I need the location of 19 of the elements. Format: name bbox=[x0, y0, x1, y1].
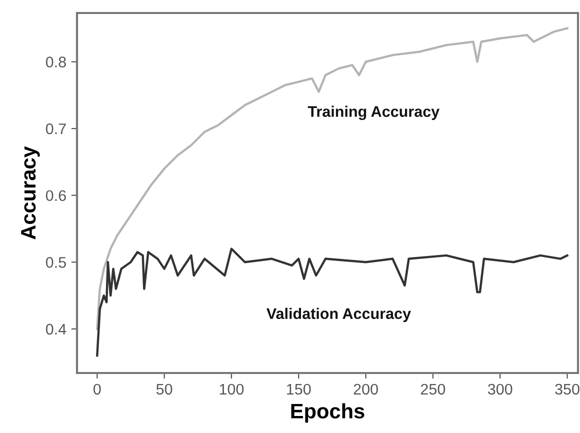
series-label: Validation Accuracy bbox=[266, 308, 411, 322]
y-axis-title: Accuracy bbox=[21, 146, 40, 240]
y-tick-label: 0.5 bbox=[46, 256, 66, 268]
x-tick-label: 350 bbox=[555, 384, 580, 395]
y-tick-label: 0.6 bbox=[46, 190, 66, 202]
x-tick-label: 150 bbox=[287, 384, 311, 395]
y-tick-label: 0.4 bbox=[46, 324, 66, 335]
x-tick-label: 250 bbox=[420, 384, 446, 395]
y-tick-label: 0.8 bbox=[46, 56, 66, 68]
x-tick-label: 0 bbox=[93, 384, 101, 395]
x-tick-label: 50 bbox=[156, 384, 172, 395]
series-label: Training Accuracy bbox=[308, 106, 440, 120]
x-axis-title: Epochs bbox=[291, 403, 364, 423]
line-series bbox=[96, 27, 568, 330]
y-tick-label: 0.7 bbox=[46, 123, 66, 134]
x-tick-label: 200 bbox=[354, 384, 378, 395]
x-tick-label: 100 bbox=[220, 384, 244, 395]
x-tick-label: 300 bbox=[488, 384, 512, 395]
line-series bbox=[96, 248, 568, 357]
